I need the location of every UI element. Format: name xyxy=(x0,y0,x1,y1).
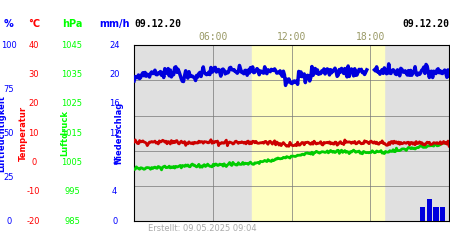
Text: 995: 995 xyxy=(64,188,80,196)
Text: 30: 30 xyxy=(28,70,39,79)
Text: 1025: 1025 xyxy=(62,99,82,108)
Text: Temperatur: Temperatur xyxy=(19,106,28,161)
Text: 09.12.20: 09.12.20 xyxy=(134,19,181,29)
Text: -20: -20 xyxy=(27,217,40,226)
Text: Luftfeuchtigkeit: Luftfeuchtigkeit xyxy=(0,94,6,172)
Text: 10: 10 xyxy=(28,129,39,138)
Text: 0: 0 xyxy=(112,217,117,226)
Text: 8: 8 xyxy=(112,158,117,167)
Text: mm/h: mm/h xyxy=(99,19,130,29)
Text: 09.12.20: 09.12.20 xyxy=(402,19,449,29)
Text: Luftdruck: Luftdruck xyxy=(61,110,70,156)
Text: 100: 100 xyxy=(1,40,17,50)
Bar xyxy=(252,45,383,221)
Text: 20: 20 xyxy=(28,99,39,108)
Bar xyxy=(427,199,432,221)
Text: 985: 985 xyxy=(64,217,80,226)
Text: %: % xyxy=(4,19,14,29)
Text: 24: 24 xyxy=(109,40,120,50)
Text: 20: 20 xyxy=(109,70,120,79)
Text: 1045: 1045 xyxy=(62,40,82,50)
Text: 12:00: 12:00 xyxy=(277,32,306,42)
Text: hPa: hPa xyxy=(62,19,82,29)
Text: 1035: 1035 xyxy=(62,70,82,79)
Text: 0: 0 xyxy=(31,158,36,167)
Text: 25: 25 xyxy=(4,173,14,182)
Text: 06:00: 06:00 xyxy=(198,32,228,42)
Text: 0: 0 xyxy=(6,217,12,226)
Text: -10: -10 xyxy=(27,188,40,196)
Text: 1015: 1015 xyxy=(62,129,82,138)
Text: 40: 40 xyxy=(28,40,39,50)
Text: 4: 4 xyxy=(112,188,117,196)
Text: °C: °C xyxy=(28,19,40,29)
Text: Erstellt: 09.05.2025 09:04: Erstellt: 09.05.2025 09:04 xyxy=(148,224,256,233)
Text: 1005: 1005 xyxy=(62,158,82,167)
Text: 75: 75 xyxy=(4,84,14,94)
Bar xyxy=(420,206,426,221)
Text: 12: 12 xyxy=(109,129,120,138)
Bar xyxy=(440,206,445,221)
Bar xyxy=(433,206,439,221)
Text: 50: 50 xyxy=(4,129,14,138)
Text: 18:00: 18:00 xyxy=(356,32,385,42)
Text: 16: 16 xyxy=(109,99,120,108)
Text: Niederschlag: Niederschlag xyxy=(114,102,123,164)
